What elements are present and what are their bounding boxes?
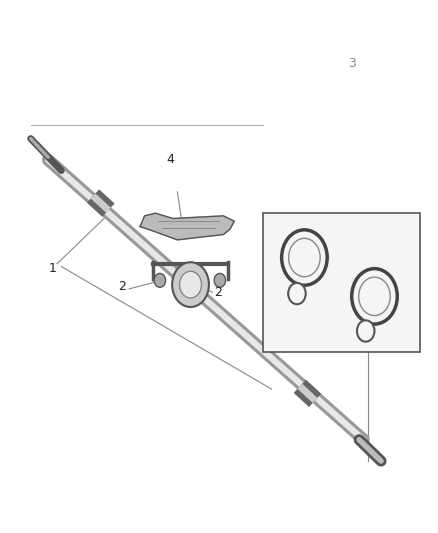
Polygon shape: [140, 213, 234, 240]
Text: 3: 3: [348, 56, 356, 70]
Circle shape: [357, 320, 374, 342]
Text: 1: 1: [48, 262, 56, 275]
Circle shape: [172, 262, 209, 307]
Circle shape: [288, 283, 306, 304]
Text: 4: 4: [166, 152, 174, 166]
Circle shape: [180, 271, 201, 298]
Circle shape: [282, 230, 327, 285]
Text: 2: 2: [118, 280, 126, 294]
Circle shape: [154, 273, 166, 287]
Circle shape: [359, 277, 390, 316]
Circle shape: [352, 269, 397, 324]
Bar: [263, 213, 420, 352]
Circle shape: [289, 238, 320, 277]
Circle shape: [214, 273, 226, 287]
Text: 2: 2: [215, 286, 223, 299]
